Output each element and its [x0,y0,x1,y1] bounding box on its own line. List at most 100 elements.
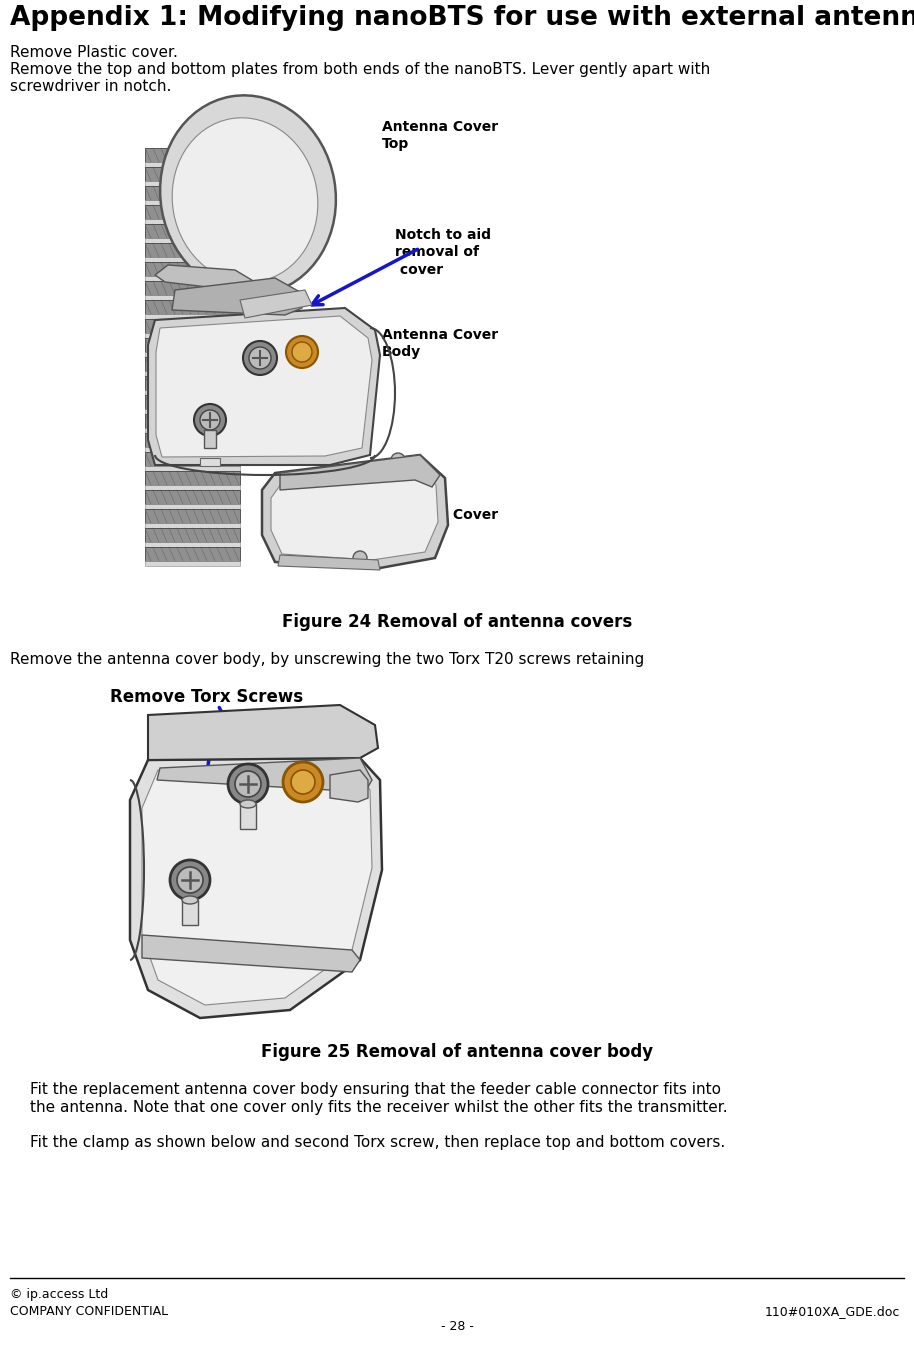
Polygon shape [148,308,380,465]
Polygon shape [145,414,240,428]
Polygon shape [145,465,240,471]
Text: the antenna. Note that one cover only fits the receiver whilst the other fits th: the antenna. Note that one cover only fi… [30,1099,728,1116]
Text: Remove the antenna cover body, by unscrewing the two Torx T20 screws retaining: Remove the antenna cover body, by unscre… [10,652,644,666]
Polygon shape [145,205,240,219]
Circle shape [228,764,268,804]
Polygon shape [145,352,240,357]
Circle shape [391,453,405,467]
Polygon shape [145,509,240,523]
Polygon shape [145,181,240,186]
Polygon shape [145,452,240,465]
Polygon shape [145,546,240,561]
Polygon shape [145,333,240,339]
Polygon shape [145,505,240,509]
Polygon shape [145,395,240,409]
Polygon shape [157,758,372,792]
Ellipse shape [172,117,318,282]
Polygon shape [145,409,240,414]
Bar [204,430,216,448]
Polygon shape [271,463,438,560]
Polygon shape [145,186,240,200]
Polygon shape [172,278,302,316]
Circle shape [235,772,261,797]
Polygon shape [145,447,240,452]
Polygon shape [145,258,240,262]
Circle shape [243,341,277,375]
Polygon shape [145,262,240,277]
Polygon shape [145,281,240,295]
Circle shape [177,867,203,893]
Polygon shape [145,148,240,162]
Circle shape [200,410,220,430]
Bar [182,900,198,925]
Polygon shape [145,314,240,318]
Ellipse shape [240,800,256,808]
Text: Notch to aid
removal of
 cover: Notch to aid removal of cover [395,228,491,277]
Circle shape [291,770,315,795]
Polygon shape [145,243,240,258]
Text: Antenna Cover
Body: Antenna Cover Body [382,328,498,359]
Polygon shape [148,706,378,759]
Text: COMPANY CONFIDENTIAL: COMPANY CONFIDENTIAL [10,1304,168,1318]
Text: screwdriver in notch.: screwdriver in notch. [10,80,172,94]
Text: Antenna Cover
Bottom: Antenna Cover Bottom [382,509,498,540]
Text: Fit the clamp as shown below and second Torx screw, then replace top and bottom : Fit the clamp as shown below and second … [30,1135,725,1149]
Polygon shape [145,339,240,352]
Circle shape [286,336,318,368]
Text: Fit the replacement antenna cover body ensuring that the feeder cable connector : Fit the replacement antenna cover body e… [30,1082,721,1097]
Polygon shape [145,162,240,167]
Polygon shape [280,455,440,490]
Circle shape [283,762,323,803]
Circle shape [170,861,210,900]
Polygon shape [330,770,368,803]
Polygon shape [145,433,240,447]
Text: Figure 24 Removal of antenna covers: Figure 24 Removal of antenna covers [282,612,632,631]
Polygon shape [145,224,240,237]
Polygon shape [145,561,240,567]
Polygon shape [145,318,240,333]
Polygon shape [145,200,240,205]
Polygon shape [142,768,372,1005]
Text: 110#010XA_GDE.doc: 110#010XA_GDE.doc [765,1304,900,1318]
Polygon shape [145,295,240,299]
Polygon shape [145,486,240,490]
Polygon shape [145,490,240,505]
Polygon shape [145,219,240,224]
Polygon shape [130,758,382,1018]
Ellipse shape [160,96,336,294]
Polygon shape [155,264,255,291]
Polygon shape [145,428,240,433]
Text: Appendix 1: Modifying nanoBTS for use with external antenna: Appendix 1: Modifying nanoBTS for use wi… [10,5,914,31]
Polygon shape [145,471,240,486]
Polygon shape [240,290,312,318]
Polygon shape [145,371,240,376]
Text: © ip.access Ltd: © ip.access Ltd [10,1288,108,1300]
Polygon shape [262,455,448,568]
Polygon shape [145,357,240,371]
Circle shape [353,550,367,565]
Text: Remove Plastic cover.: Remove Plastic cover. [10,45,178,59]
Polygon shape [145,376,240,390]
Text: Remove Torx Screws: Remove Torx Screws [110,688,303,706]
Circle shape [249,347,271,370]
Polygon shape [142,935,360,973]
Polygon shape [145,542,240,546]
Ellipse shape [182,896,198,904]
Polygon shape [278,554,380,571]
Polygon shape [145,277,240,281]
Bar [240,804,256,830]
Circle shape [292,343,312,362]
Circle shape [194,403,226,436]
Polygon shape [145,167,240,181]
Polygon shape [156,316,372,457]
Polygon shape [145,390,240,395]
Text: Remove the top and bottom plates from both ends of the nanoBTS. Lever gently apa: Remove the top and bottom plates from bo… [10,62,710,77]
Polygon shape [145,527,240,542]
Text: - 28 -: - 28 - [441,1321,473,1333]
Text: Antenna Cover
Top: Antenna Cover Top [382,120,498,151]
Polygon shape [145,523,240,527]
Text: Figure 25 Removal of antenna cover body: Figure 25 Removal of antenna cover body [260,1043,654,1062]
Bar [200,459,220,465]
Polygon shape [145,299,240,314]
Polygon shape [145,237,240,243]
